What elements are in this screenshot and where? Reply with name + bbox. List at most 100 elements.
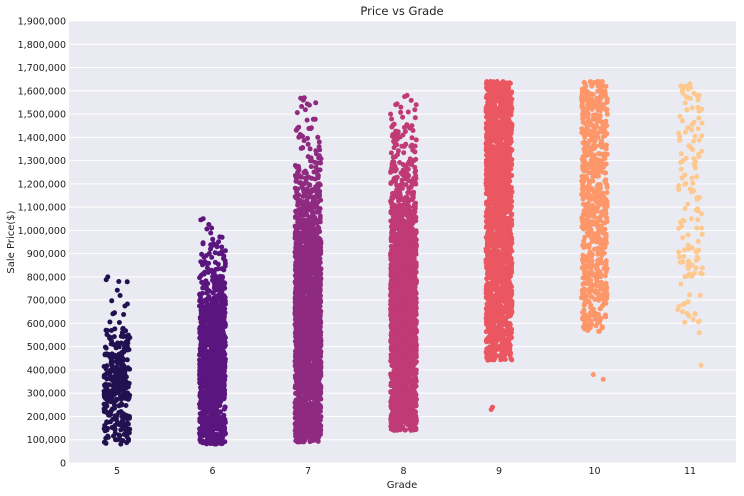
data-point: [310, 307, 316, 313]
data-point: [119, 402, 125, 408]
data-point: [299, 104, 305, 109]
data-point: [120, 358, 126, 364]
data-point: [213, 402, 219, 408]
data-point: [117, 352, 123, 358]
data-point: [307, 182, 313, 188]
data-point: [315, 408, 321, 414]
data-point: [307, 333, 313, 339]
outlier-point: [120, 330, 125, 336]
data-point: [216, 326, 222, 332]
data-point: [108, 367, 114, 373]
outlier-point: [301, 181, 307, 187]
data-point: [210, 330, 216, 336]
data-point: [108, 411, 113, 417]
data-point: [207, 359, 213, 365]
data-point: [216, 266, 221, 272]
data-point: [222, 365, 228, 371]
data-point: [118, 386, 124, 392]
data-point: [118, 375, 124, 381]
data-point: [301, 366, 306, 372]
data-point: [300, 261, 306, 267]
data-point: [313, 298, 319, 304]
data-point: [112, 405, 117, 411]
data-point: [204, 339, 210, 345]
data-point: [212, 410, 218, 416]
data-point: [292, 310, 298, 316]
data-point: [212, 425, 218, 431]
data-point: [302, 407, 308, 413]
data-point: [121, 363, 127, 368]
data-point: [197, 376, 203, 382]
data-point: [302, 347, 308, 353]
data-point: [206, 294, 212, 300]
data-point: [298, 387, 303, 393]
data-point: [294, 110, 300, 116]
data-point: [220, 315, 226, 321]
outlier-point: [315, 134, 321, 140]
data-point: [114, 287, 120, 293]
data-point: [218, 290, 224, 296]
data-point: [116, 320, 122, 325]
data-point: [111, 342, 117, 348]
data-point: [388, 150, 394, 156]
data-point: [295, 221, 301, 227]
data-point: [102, 344, 108, 350]
data-point: [301, 286, 307, 292]
data-point: [313, 148, 319, 154]
data-point: [295, 173, 301, 179]
data-point: [106, 398, 112, 404]
data-point: [293, 224, 299, 230]
data-point: [309, 194, 315, 200]
data-point: [197, 401, 202, 407]
data-point: [317, 197, 323, 203]
data-point: [121, 312, 127, 317]
data-point: [293, 348, 299, 353]
data-point: [301, 199, 306, 205]
data-point: [299, 397, 305, 403]
data-point: [110, 416, 116, 422]
data-point: [218, 409, 223, 415]
data-point: [292, 254, 298, 259]
data-point: [222, 404, 228, 410]
data-point: [200, 322, 206, 328]
data-point: [216, 294, 222, 300]
data-point: [306, 351, 312, 357]
outlier-point: [302, 193, 308, 198]
data-point: [300, 293, 306, 299]
data-point: [107, 319, 113, 325]
data-point: [205, 363, 211, 369]
outlier-point: [202, 269, 208, 275]
data-point: [118, 395, 124, 401]
outlier-point: [214, 244, 220, 250]
outlier-point: [116, 279, 122, 284]
data-point: [207, 288, 212, 294]
data-point: [303, 219, 309, 225]
data-point: [296, 134, 302, 140]
data-point: [125, 390, 131, 396]
data-point: [293, 377, 299, 382]
data-point: [298, 275, 304, 281]
data-point: [314, 279, 320, 285]
data-point: [316, 190, 322, 195]
data-point: [301, 212, 307, 218]
data-point: [197, 367, 203, 373]
data-point: [211, 387, 217, 393]
data-point: [199, 418, 205, 424]
data-point: [300, 412, 306, 418]
data-point: [308, 164, 314, 170]
data-point: [316, 139, 322, 145]
data-point: [221, 267, 227, 273]
data-point: [108, 338, 114, 344]
data-point: [199, 290, 205, 296]
data-point: [317, 326, 323, 332]
data-point: [312, 257, 318, 263]
data-point: [311, 245, 317, 251]
data-point: [202, 358, 208, 364]
strip-grade-5: [101, 274, 133, 447]
data-point: [210, 236, 216, 242]
data-point: [211, 337, 217, 343]
data-point: [212, 367, 218, 373]
data-point: [117, 422, 122, 428]
data-point: [109, 298, 115, 304]
